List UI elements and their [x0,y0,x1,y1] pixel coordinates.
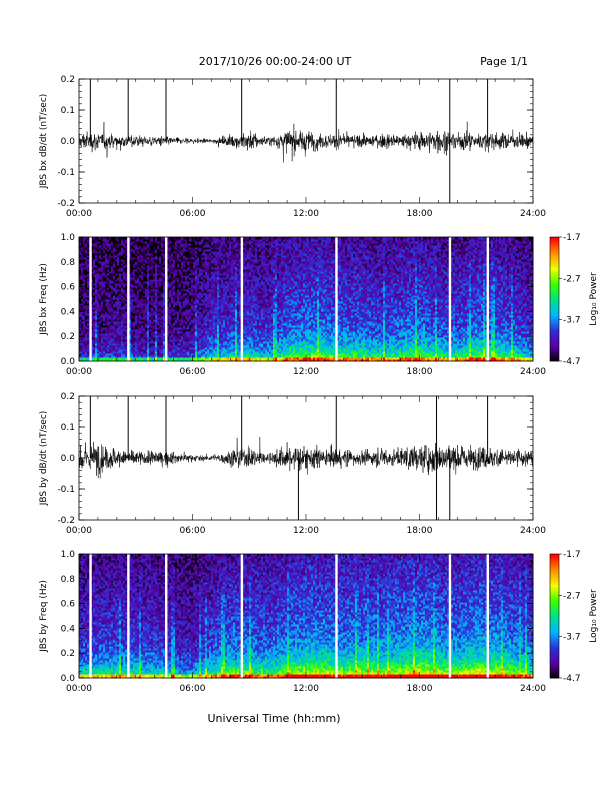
x-tick-label: 06:00 [180,209,206,219]
y-axis-label: JBS bx dB/dt (nT/sec) [39,94,49,190]
y-tick-label: 0.0 [61,137,76,147]
y-tick-label: -0.1 [57,168,75,178]
x-tick-label: 24:00 [520,209,546,219]
bx-dbdt-panel: 0.2 0.1 0.0 -0.1 -0.200:00 06:00 12:00 18:00 24:… [39,75,546,219]
spectrogram-cells [79,237,533,361]
y-tick-label: 0.1 [61,106,75,116]
page-indicator: Page 1/1 [480,55,528,68]
x-tick-label: 18:00 [407,209,433,219]
x-tick-label: 00:00 [66,209,92,219]
y-tick-label: 0.2 [61,75,75,85]
x-tick-label: 12:00 [293,209,319,219]
y-tick-label: -0.2 [57,199,75,209]
figure-title: 2017/10/26 00:00-24:00 UT [199,55,352,68]
signal-trace [79,121,533,162]
